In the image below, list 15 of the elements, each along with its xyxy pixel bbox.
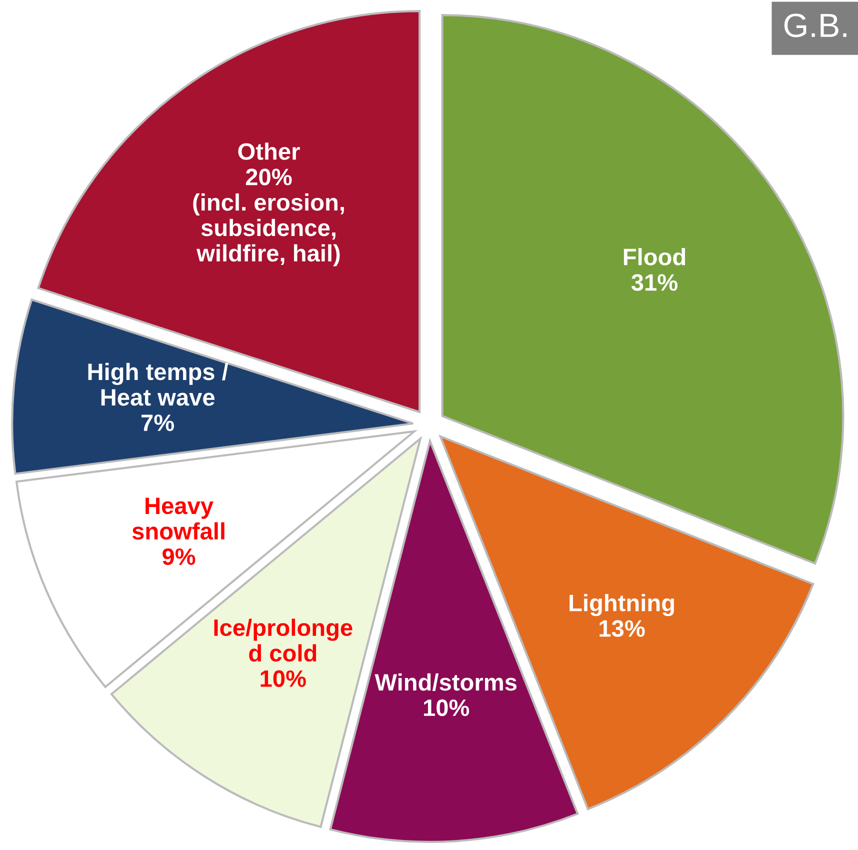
slice-label: High temps / Heat wave bbox=[88, 362, 228, 406]
text: G.B. bbox=[784, 14, 846, 38]
data-label: 10% bbox=[424, 699, 470, 716]
slice-label: Lightning bbox=[570, 594, 674, 616]
data-label: 7% bbox=[142, 414, 174, 432]
slice-label: Ice/prolonge d cold bbox=[214, 618, 352, 662]
slice-label: Other bbox=[238, 142, 300, 160]
data-label: 20% (incl. erosion, subsidence, wildfire, hail) bbox=[193, 168, 344, 266]
data-label: 13% bbox=[600, 620, 645, 637]
slice-label: Flood bbox=[624, 248, 686, 266]
data-label: 31% bbox=[631, 274, 678, 291]
slice-label: Wind/storms bbox=[374, 673, 517, 691]
data-label: 10% bbox=[260, 670, 306, 688]
data-label: 9% bbox=[162, 548, 196, 566]
slice-label: Heavy snowfall bbox=[132, 498, 224, 540]
